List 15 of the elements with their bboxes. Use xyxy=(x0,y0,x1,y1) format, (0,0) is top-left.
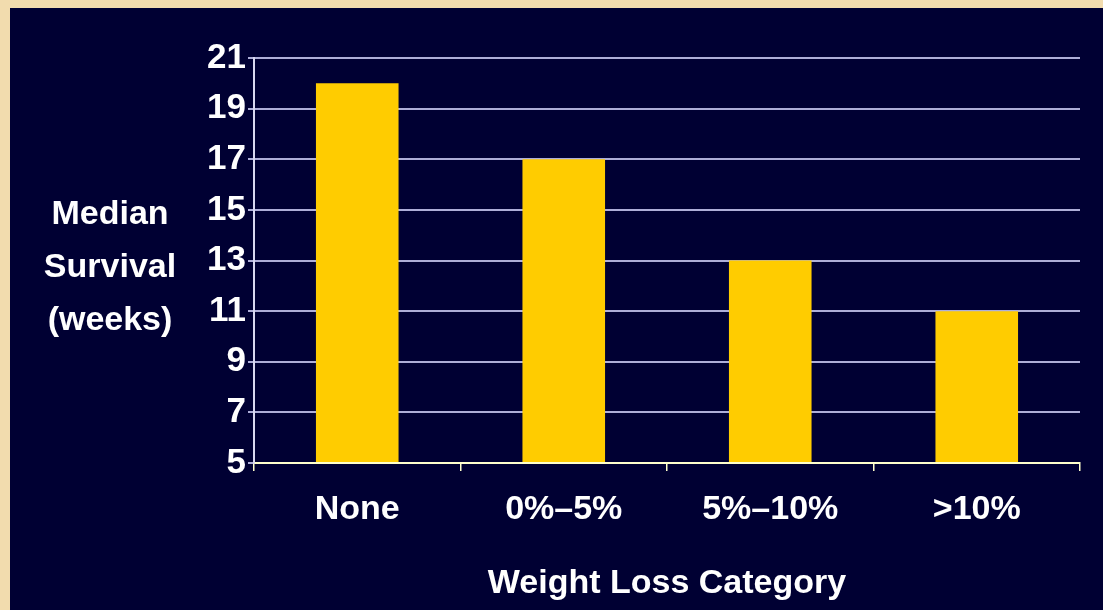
y-tick-label: 13 xyxy=(207,238,246,278)
y-tick-label: 19 xyxy=(207,86,246,126)
y-tick-label: 7 xyxy=(226,390,246,430)
x-axis-title: Weight Loss Category xyxy=(487,561,847,600)
y-tick-label: 15 xyxy=(207,187,246,227)
x-tick-label: 5%–10% xyxy=(702,487,839,526)
x-tick-label: None xyxy=(314,487,400,526)
x-tick-label: >10% xyxy=(932,487,1021,526)
y-tick-label: 21 xyxy=(207,35,246,75)
y-tick-label: 17 xyxy=(207,136,246,176)
y-tick-label: 11 xyxy=(209,288,246,328)
y-tick-label: 5 xyxy=(226,440,246,480)
y-axis-title: Median Survival (weeks) xyxy=(42,192,178,339)
x-tick-label: 0%–5% xyxy=(505,487,623,526)
y-tick-label: 9 xyxy=(226,339,246,379)
